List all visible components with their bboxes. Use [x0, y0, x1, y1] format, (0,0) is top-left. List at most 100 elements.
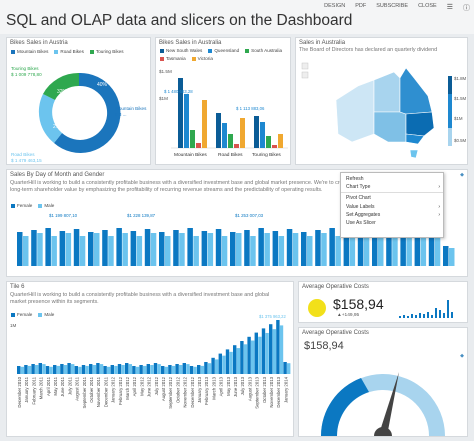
- bar-male: [335, 236, 341, 266]
- bar-male: [258, 336, 262, 374]
- x-tick-label: December 2013: [276, 376, 281, 407]
- chevron-right-icon: ›: [438, 211, 440, 218]
- bars-chart: $1.5M $1M $ 1 480 683,28 $ 1 113 883,06 …: [159, 69, 288, 158]
- bar: [260, 122, 265, 148]
- sparkline-bars: [399, 300, 453, 318]
- bar: [190, 130, 195, 148]
- tile-options-icon[interactable]: ◆: [460, 172, 464, 178]
- bars-by-day: [17, 228, 455, 266]
- menu-item-pivot-chart[interactable]: Pivot Chart: [346, 195, 371, 202]
- info-icon[interactable]: ⓘ: [463, 5, 470, 12]
- bar-female: [230, 232, 236, 266]
- legend-item[interactable]: South Australia: [245, 48, 282, 53]
- subscribe-button[interactable]: SUBSCRIBE: [376, 3, 409, 9]
- menu-icon[interactable]: ☰: [446, 4, 453, 11]
- bar-male: [278, 236, 285, 266]
- touring-value: $ 1 009 778,80: [11, 72, 42, 77]
- bar: [222, 123, 227, 148]
- arrow-up-icon: ▲: [337, 313, 342, 318]
- tile-options-icon[interactable]: ◆: [460, 353, 464, 359]
- bar-male: [307, 236, 313, 266]
- by-day-chart: $1 199 807,10 $1 228 139,87 $1 253 007,0…: [17, 213, 455, 266]
- tile-sales-in-australia: Sales in Australia The Board of Director…: [295, 37, 468, 165]
- bar-male: [114, 365, 118, 374]
- x-tick-label: January 2014: [283, 376, 288, 403]
- state-sa: [373, 111, 407, 143]
- x-tick-label: August 2012: [161, 376, 166, 401]
- tile-title: Sales in Australia: [299, 40, 346, 46]
- x-tick-label: September 2012: [168, 376, 173, 408]
- legend-item[interactable]: Victoria: [191, 56, 213, 61]
- legend-item[interactable]: Female: [11, 312, 32, 317]
- bar-female: [443, 246, 449, 266]
- x-tick-label: December 2012: [190, 376, 195, 407]
- bar-female: [301, 232, 307, 266]
- page-title: SQL and OLAP data and slicers on the Das…: [6, 12, 353, 29]
- bar-female: [357, 229, 364, 266]
- design-button[interactable]: DESIGN: [324, 3, 346, 9]
- x-tick-label: September 2011: [82, 376, 87, 408]
- x-tick-label: November 2011: [96, 376, 101, 407]
- bar-female: [130, 231, 137, 266]
- state-nsw: [405, 111, 435, 137]
- bar-female: [102, 230, 108, 266]
- road-label: Road Bikes: [11, 152, 35, 157]
- pdf-button[interactable]: PDF: [355, 3, 367, 9]
- bar-female: [38, 363, 42, 374]
- bar-female: [168, 365, 172, 374]
- tile-bikes-sales-austria: Bikes Sales in Austria Mountain Bikes Ro…: [6, 37, 151, 165]
- bar-male: [236, 233, 242, 266]
- x-tick-label: February 2013: [204, 376, 209, 405]
- close-button[interactable]: CLOSE: [418, 3, 437, 9]
- bar-male: [264, 233, 270, 266]
- bars-legend: New South Wales Queensland South Austral…: [160, 48, 286, 61]
- bar-male: [420, 236, 427, 266]
- legend-item[interactable]: Female: [11, 203, 32, 208]
- x-label: Touring Bikes: [252, 152, 281, 158]
- bar-female: [204, 362, 208, 374]
- bar-female: [89, 364, 93, 374]
- legend-item[interactable]: Male: [38, 312, 54, 317]
- bar-male: [272, 329, 276, 374]
- value-label: $1 253 007,03: [235, 213, 264, 218]
- tile-6: Tile 6 QuarterHill is working to build a…: [6, 281, 294, 437]
- menu-item-set-aggregates[interactable]: Set Aggregates ›: [346, 211, 440, 218]
- bar-female: [117, 364, 122, 374]
- menu-item-refresh[interactable]: Refresh: [346, 176, 364, 182]
- legend-label: $1M: [454, 116, 463, 121]
- state-tas: [409, 149, 419, 159]
- zoom-in-button: [301, 62, 309, 70]
- x-tick-label: January 2013: [197, 376, 202, 403]
- legend-item[interactable]: New South Wales: [160, 48, 202, 53]
- day-legend: Female Male: [11, 203, 54, 208]
- x-tick-label: March 2011: [39, 376, 44, 399]
- bar: [278, 134, 283, 148]
- bar-male: [265, 332, 269, 374]
- legend-item[interactable]: Tasmania: [160, 56, 186, 61]
- bar-group: [178, 78, 283, 148]
- state-wa: [335, 79, 375, 143]
- legend-item[interactable]: Touring Bikes: [89, 49, 124, 54]
- bar-male: [135, 366, 140, 374]
- legend-item[interactable]: Mountain Bikes: [11, 49, 48, 54]
- bar-male: [287, 363, 291, 374]
- state-qld: [399, 67, 433, 115]
- bar-female: [386, 230, 392, 266]
- x-label: Mountain Bikes: [174, 152, 207, 158]
- legend-item[interactable]: Male: [38, 203, 54, 208]
- x-tick-label: July 2013: [240, 376, 245, 395]
- touring-label: Touring Bikes: [11, 66, 39, 71]
- bar-male: [164, 366, 168, 374]
- bar-male: [35, 365, 39, 374]
- menu-item-use-as-slicer[interactable]: Use As Slicer: [346, 219, 376, 226]
- zoom-out-button: [301, 71, 309, 79]
- chevron-right-icon: ›: [438, 203, 440, 210]
- bar-male: [78, 366, 82, 374]
- bar-female: [372, 232, 378, 266]
- legend-item[interactable]: Queensland: [208, 48, 239, 53]
- bar-female: [400, 228, 406, 266]
- menu-item-chart-type[interactable]: Chart Type ›: [346, 184, 440, 191]
- bar-female: [139, 365, 143, 374]
- legend-item[interactable]: Road Bikes: [54, 49, 84, 54]
- menu-item-value-labels[interactable]: Value Labels ›: [346, 203, 440, 210]
